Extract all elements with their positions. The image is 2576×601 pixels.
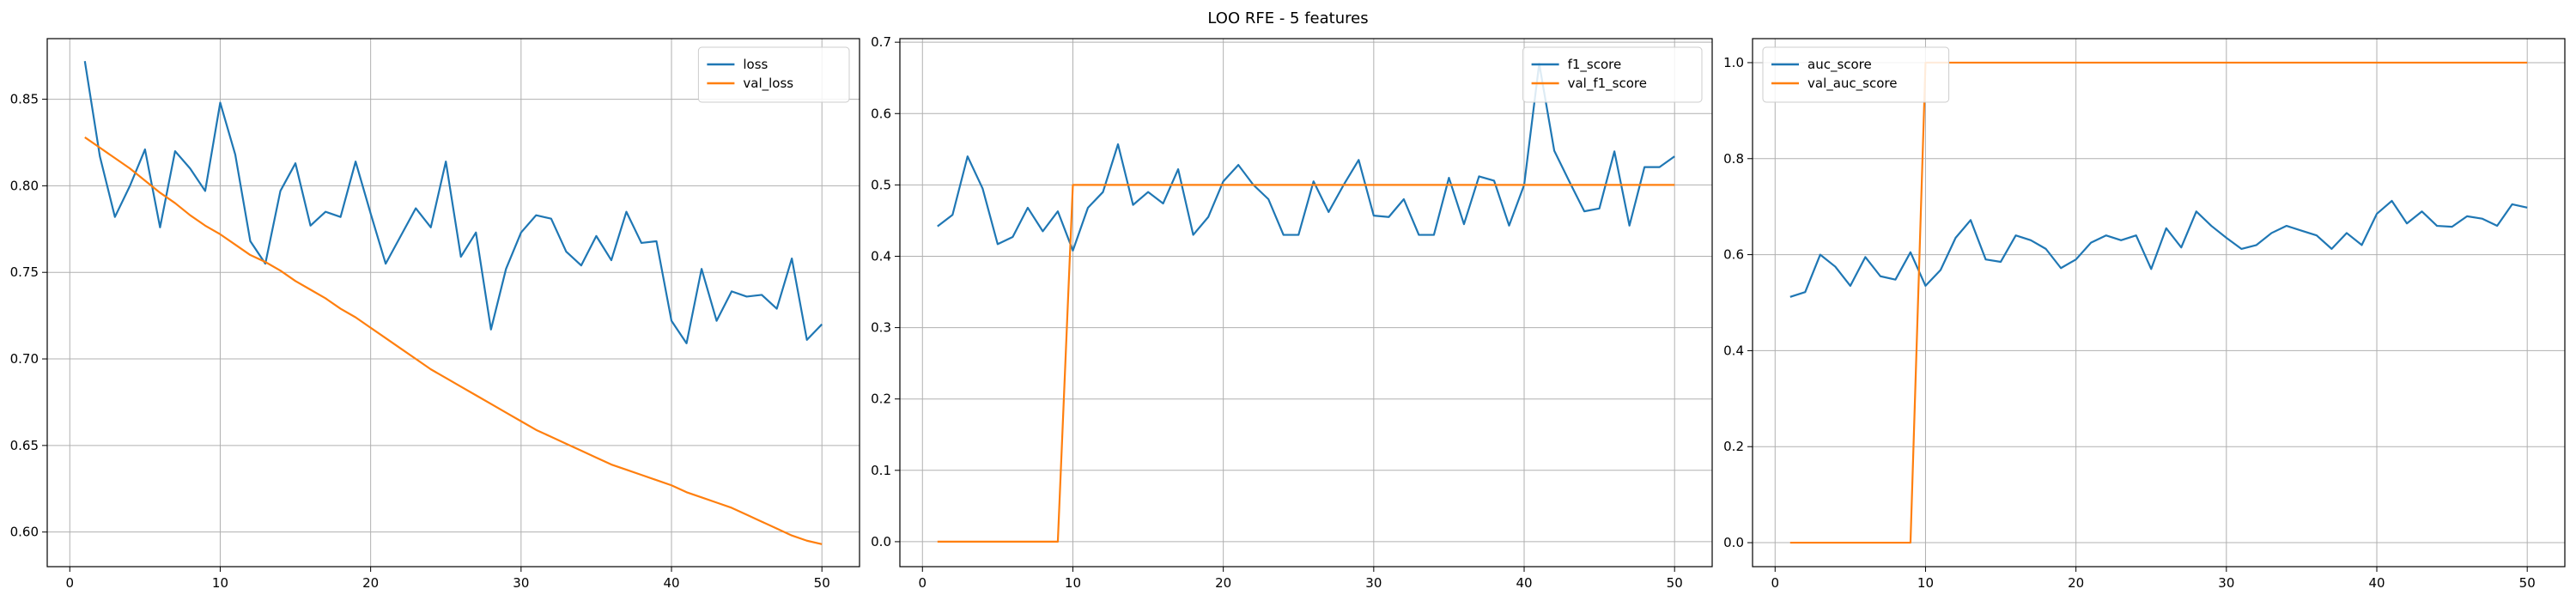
y-tick-label: 0.4 bbox=[871, 248, 891, 264]
x-tick-label: 30 bbox=[2218, 575, 2234, 591]
legend: f1_score val_f1_score bbox=[1522, 46, 1703, 103]
y-tick-label: 1.0 bbox=[1723, 55, 1744, 70]
legend: loss val_loss bbox=[697, 46, 850, 103]
x-tick-label: 20 bbox=[2068, 575, 2084, 591]
x-tick-label: 10 bbox=[212, 575, 228, 591]
y-tick-label: 0.60 bbox=[10, 525, 39, 540]
x-tick-label: 20 bbox=[362, 575, 379, 591]
legend-label: val_loss bbox=[743, 76, 793, 92]
legend-box bbox=[697, 46, 850, 103]
series-line-val-f1-score bbox=[937, 184, 1675, 543]
x-tick-label: 50 bbox=[1667, 575, 1683, 591]
y-tick-label: 0.80 bbox=[10, 178, 39, 193]
axes-frame bbox=[899, 38, 1713, 568]
legend-label: auc_score bbox=[1807, 57, 1872, 73]
legend-box bbox=[1522, 46, 1703, 103]
axes-frame bbox=[1752, 38, 2566, 568]
y-tick-label: 0.2 bbox=[1723, 439, 1744, 454]
x-tick-label: 40 bbox=[1516, 575, 1532, 591]
legend-label: val_auc_score bbox=[1807, 76, 1898, 92]
x-tick-label: 30 bbox=[1365, 575, 1382, 591]
x-tick-label: 50 bbox=[814, 575, 830, 591]
y-tick-label: 0.0 bbox=[1723, 535, 1744, 550]
x-tick-label: 0 bbox=[1771, 575, 1780, 591]
legend-box bbox=[1762, 46, 1950, 103]
legend-label: loss bbox=[743, 57, 768, 72]
chart-panel-3: 0 10 20 30 40 50 0.0 0.2 0.4 0.6 0.8 1.0 auc_scoreva… bbox=[1723, 38, 2566, 591]
y-tick-label: 0.3 bbox=[871, 320, 891, 336]
legend-label: f1_score bbox=[1568, 57, 1622, 73]
series-line-val-loss bbox=[84, 137, 823, 545]
y-tick-label: 0.8 bbox=[1723, 151, 1744, 167]
x-tick-label: 40 bbox=[663, 575, 679, 591]
x-tick-label: 20 bbox=[1215, 575, 1231, 591]
legend: auc_score val_auc_score bbox=[1762, 46, 1950, 103]
x-tick-label: 10 bbox=[1065, 575, 1081, 591]
y-tick-label: 0.70 bbox=[10, 351, 39, 367]
figure-title: LOO RFE - 5 features bbox=[1207, 9, 1368, 27]
series-line-auc-score bbox=[1789, 199, 2528, 298]
y-tick-label: 0.65 bbox=[10, 438, 39, 453]
series-line-loss bbox=[83, 61, 823, 344]
y-tick-label: 0.4 bbox=[1723, 343, 1744, 358]
y-tick-label: 0.7 bbox=[871, 34, 891, 50]
y-tick-label: 0.5 bbox=[871, 177, 891, 192]
x-tick-label: 0 bbox=[66, 575, 75, 591]
x-tick-label: 0 bbox=[919, 575, 927, 591]
charts-container: 0 10 20 30 40 500.600.650.700.750.800.85lossv… bbox=[10, 34, 2566, 591]
x-tick-label: 50 bbox=[2519, 575, 2536, 591]
y-tick-label: 0.1 bbox=[871, 463, 891, 478]
x-tick-label: 10 bbox=[1917, 575, 1934, 591]
y-tick-label: 0.75 bbox=[10, 264, 39, 280]
chart-panel-1: 0 10 20 30 40 50 0.60 0.65 0.70 0.75 0.80 0.85 loss v… bbox=[10, 38, 860, 591]
y-tick-label: 0.85 bbox=[10, 92, 39, 107]
y-tick-label: 0.0 bbox=[871, 534, 891, 549]
chart-panel-2: 0 10 20 30 40 50 0.0 0.1 0.2 0.3 0.4 0.5 0.6 0.7 f1_sc… bbox=[871, 34, 1713, 591]
x-tick-label: 40 bbox=[2368, 575, 2385, 591]
y-tick-label: 0.2 bbox=[871, 392, 891, 407]
axes-frame bbox=[46, 38, 860, 568]
legend-label: val_f1_score bbox=[1568, 76, 1647, 92]
series-line-val-auc-score bbox=[1789, 61, 2528, 544]
series-line-f1-score bbox=[937, 62, 1675, 252]
x-tick-label: 30 bbox=[513, 575, 529, 591]
y-tick-label: 0.6 bbox=[1723, 247, 1744, 263]
y-tick-label: 0.6 bbox=[871, 106, 891, 121]
